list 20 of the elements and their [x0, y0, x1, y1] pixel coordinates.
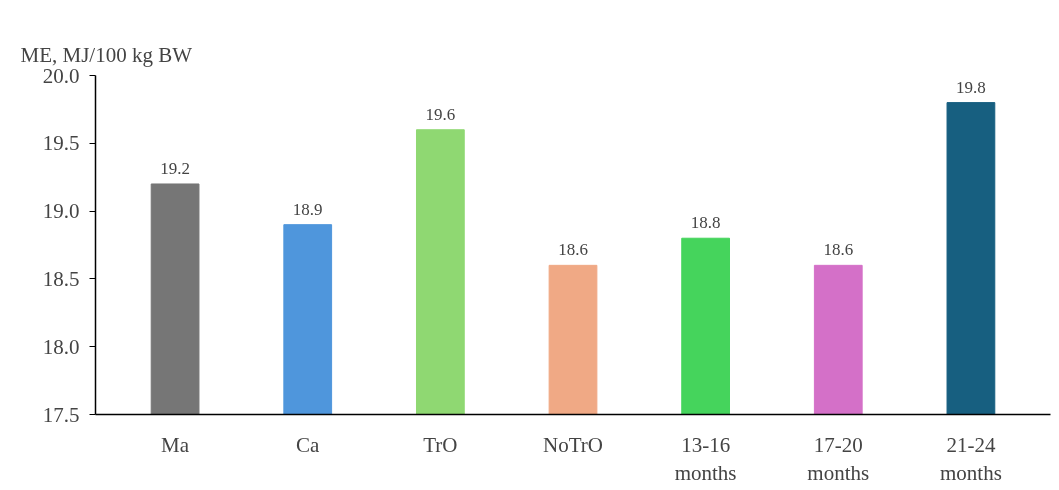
y-tick-label: 18.5: [42, 266, 80, 291]
x-tick-label: Ma: [161, 432, 190, 457]
data-label: 18.6: [823, 240, 854, 260]
y-tick-label: 18.0: [42, 334, 80, 359]
data-label: 19.6: [425, 104, 456, 124]
y-tick-label: 17.5: [42, 402, 80, 427]
x-tick-label: TrO: [423, 432, 458, 457]
data-label: 19.8: [956, 77, 986, 97]
data-label: 18.8: [690, 213, 721, 233]
x-tick-label: 13-16 months: [674, 432, 737, 486]
x-tick-label: Ca: [296, 432, 321, 457]
data-label: 19.2: [160, 158, 190, 178]
y-tick-label: 19.5: [42, 131, 80, 156]
data-label: 18.6: [558, 240, 588, 260]
data-label: 18.9: [292, 199, 323, 219]
x-tick-label: NoTrO: [543, 432, 603, 457]
x-tick-label: 17-20 months: [807, 432, 870, 486]
y-axis-title: ME, MJ/100 kg BW: [20, 42, 193, 67]
x-tick-label: 21-24 months: [940, 432, 1002, 486]
y-tick-label: 19.0: [42, 199, 80, 224]
